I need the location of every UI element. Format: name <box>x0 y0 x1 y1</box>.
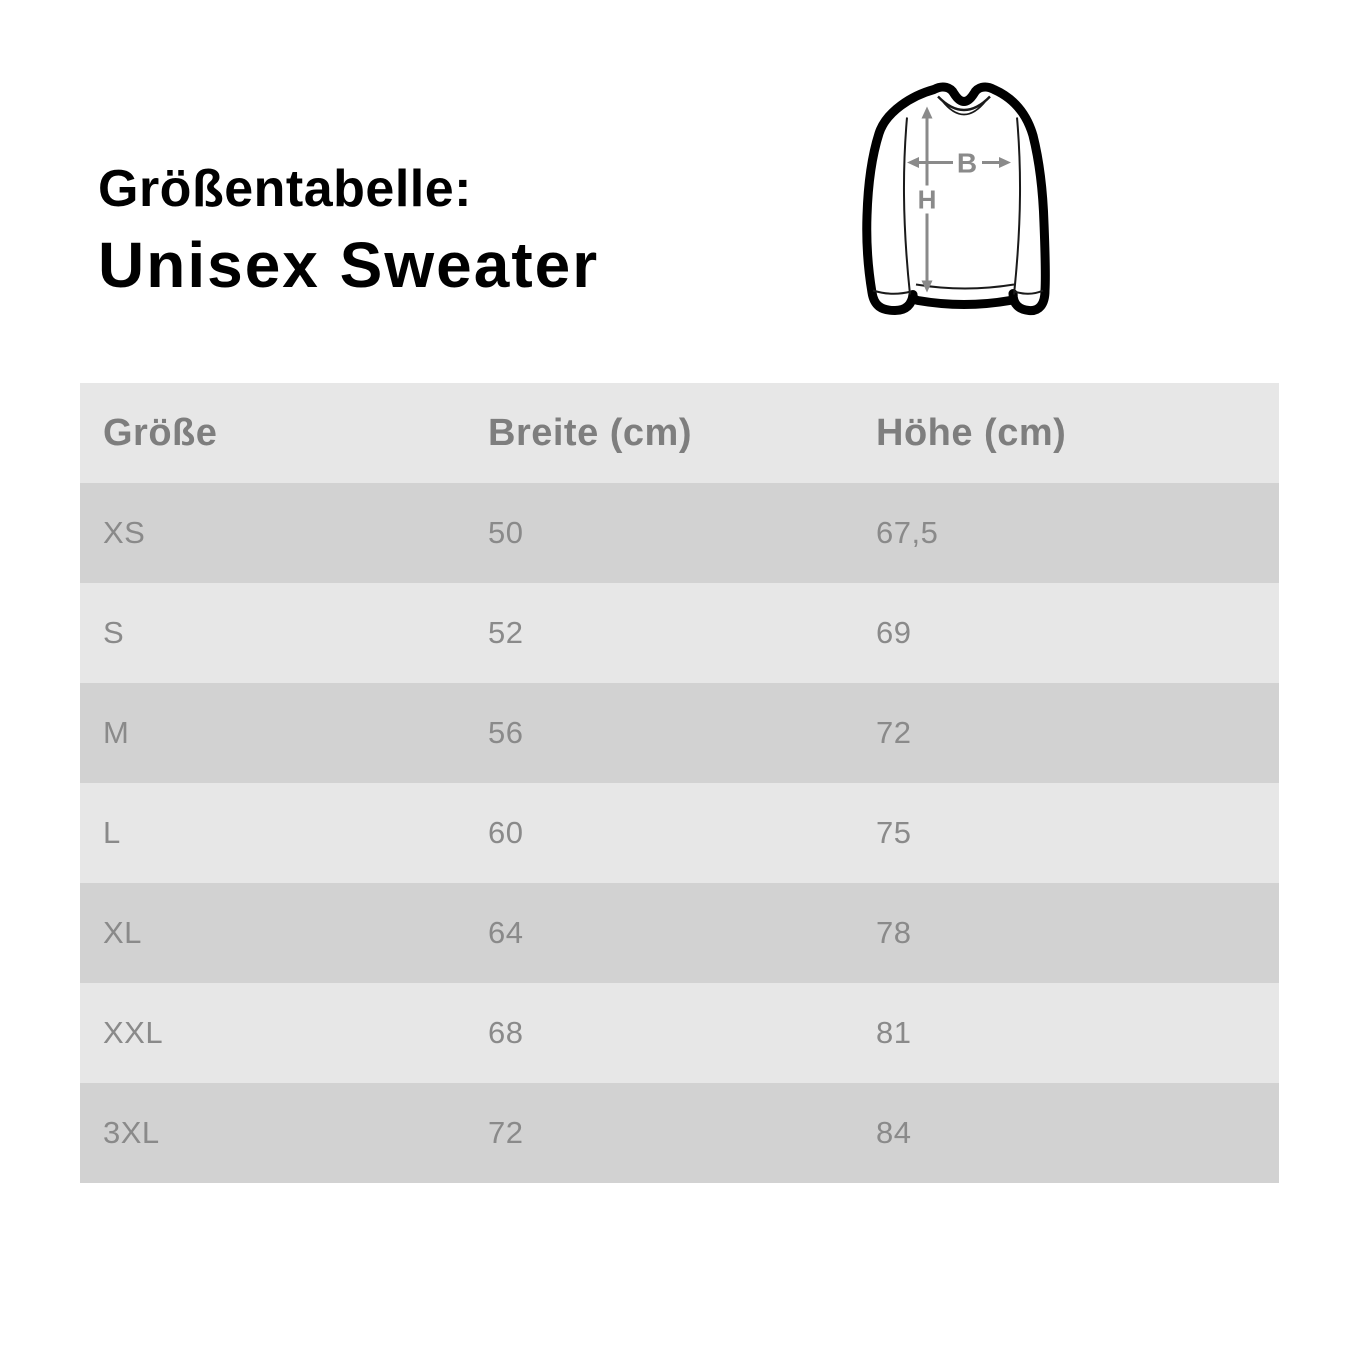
size-table: Größe Breite (cm) Höhe (cm) XS 50 67,5 S 52 6… <box>80 383 1279 1183</box>
table-row-xxl: XXL 68 81 <box>80 983 1279 1083</box>
height-arrow <box>921 106 933 293</box>
hoehe-cell: 72 <box>876 715 912 750</box>
breite-cell: 52 <box>488 615 524 650</box>
page-title-line2: Unisex Sweater <box>98 229 600 301</box>
table-row-3xl: 3XL 72 84 <box>80 1083 1279 1183</box>
breite-cell: 64 <box>488 915 524 950</box>
breite-cell: 60 <box>488 815 524 850</box>
breite-cell: 50 <box>488 515 524 550</box>
table-row-m: M 56 72 <box>80 683 1279 783</box>
width-arrow-label: B <box>957 148 977 179</box>
size-table-body: XS 50 67,5 S 52 69 M 56 72 L 60 75 XL 64 78 XXL 68 81 3XL 7… <box>80 483 1279 1183</box>
hoehe-cell: 78 <box>876 915 912 950</box>
sweater-diagram: B H <box>850 62 1080 345</box>
header-breite: Breite (cm) <box>488 412 692 454</box>
hoehe-cell: 75 <box>876 815 912 850</box>
table-row-xl: XL 64 78 <box>80 883 1279 983</box>
right-cuff-line <box>1013 289 1044 295</box>
width-arrow <box>907 157 1011 168</box>
size-cell: S <box>103 615 125 650</box>
left-cuff-line <box>872 289 912 295</box>
breite-cell: 68 <box>488 1015 524 1050</box>
size-cell: M <box>103 715 130 750</box>
collar-rib-inner <box>941 99 987 116</box>
table-row-s: S 52 69 <box>80 583 1279 683</box>
size-cell: XL <box>103 915 142 950</box>
header-groesse: Größe <box>103 412 218 454</box>
sweater-outline-icon: B H <box>862 82 1050 316</box>
hoehe-cell: 84 <box>876 1115 912 1150</box>
right-sleeve-seam <box>1013 117 1022 295</box>
size-cell: XS <box>103 515 146 550</box>
table-header-row: Größe Breite (cm) Höhe (cm) <box>80 383 1279 483</box>
size-cell: 3XL <box>103 1115 160 1150</box>
breite-cell: 56 <box>488 715 524 750</box>
hoehe-cell: 67,5 <box>876 515 939 550</box>
page-title-line1: Größentabelle: <box>98 160 472 218</box>
left-sleeve-seam <box>902 117 911 295</box>
header-hoehe: Höhe (cm) <box>876 412 1067 454</box>
size-cell: L <box>103 815 121 850</box>
height-arrow-label: H <box>918 185 937 215</box>
hoehe-cell: 81 <box>876 1015 912 1050</box>
sweater-silhouette <box>862 82 1050 316</box>
size-cell: XXL <box>103 1015 164 1050</box>
breite-cell: 72 <box>488 1115 524 1150</box>
table-row-l: L 60 75 <box>80 783 1279 883</box>
table-row-xs: XS 50 67,5 <box>80 483 1279 583</box>
hoehe-cell: 69 <box>876 615 912 650</box>
